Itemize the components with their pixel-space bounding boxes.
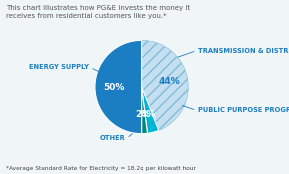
Text: TRANSMISSION & DISTRIBUTION: TRANSMISSION & DISTRIBUTION — [198, 48, 289, 54]
Wedge shape — [142, 87, 159, 133]
Text: ENERGY SUPPLY: ENERGY SUPPLY — [29, 64, 89, 70]
Text: 2%: 2% — [136, 110, 151, 120]
Text: 44%: 44% — [158, 77, 180, 86]
Text: 50%: 50% — [103, 82, 124, 92]
Wedge shape — [95, 40, 142, 134]
Text: 4%: 4% — [141, 110, 156, 119]
Text: OTHER: OTHER — [100, 135, 126, 141]
Text: PUBLIC PURPOSE PROGRAMS: PUBLIC PURPOSE PROGRAMS — [198, 107, 289, 113]
Text: *Average Standard Rate for Electricity = 18.2¢ per kilowatt hour: *Average Standard Rate for Electricity =… — [6, 165, 196, 171]
Wedge shape — [142, 40, 188, 130]
Text: This chart illustrates how PG&E invests the money it
receives from residential c: This chart illustrates how PG&E invests … — [6, 5, 190, 19]
Wedge shape — [142, 87, 147, 134]
